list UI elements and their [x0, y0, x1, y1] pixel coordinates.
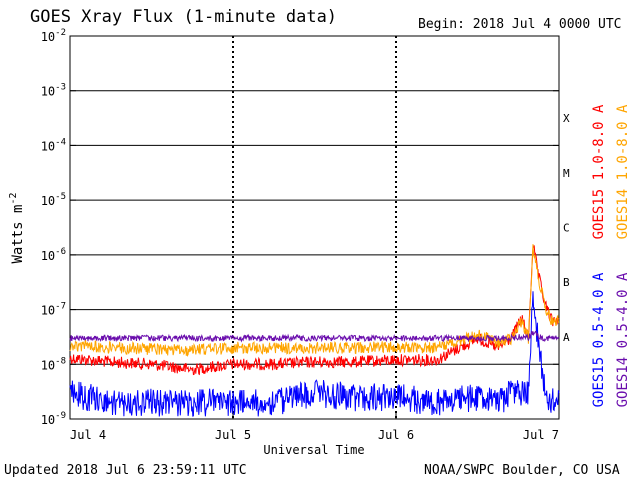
series-line-2: [69, 244, 560, 357]
updated-label: Updated 2018 Jul 6 23:59:11 UTC: [4, 463, 247, 478]
credit-label: NOAA/SWPC Boulder, CO USA: [424, 463, 620, 478]
flare-class-label: M: [563, 167, 570, 180]
y-axis-label: Watts m-2: [8, 192, 26, 263]
y-tick-label: 10-3: [41, 83, 66, 99]
legend: GOES15 1.0-8.0 A GOES14 1.0-8.0 A GOES15 0…: [591, 104, 631, 407]
svg-text:Watts m-2: Watts m-2: [8, 192, 26, 263]
x-tick-label: Jul 5: [215, 428, 251, 442]
plot-frame: [69, 35, 560, 420]
x-tick-label: Jul 7: [523, 428, 559, 442]
y-axis-label-sup: -2: [8, 192, 19, 204]
series-line-1: [69, 245, 560, 376]
x-tick-label: Jul 6: [378, 428, 414, 442]
y-tick-label: 10-8: [41, 356, 66, 372]
x-tick-label: Jul 4: [70, 428, 106, 442]
y-tick-label: 10-7: [41, 302, 66, 318]
legend-entry: GOES14 1.0-8.0 A: [615, 104, 631, 239]
day-dividers: [232, 36, 397, 419]
y-tick-label: 10-6: [41, 247, 66, 263]
series-lines: [69, 244, 560, 417]
y-tick-label: 10-5: [41, 192, 66, 208]
flare-class-label: X: [563, 112, 570, 125]
series-line-4: [69, 330, 560, 343]
begin-label: Begin: 2018 Jul 4 0000 UTC: [418, 17, 622, 32]
flare-class-label: B: [563, 276, 570, 289]
y-tick-label: 10-9: [41, 411, 66, 427]
grid-lines: [70, 90, 559, 365]
legend-entry: GOES15 1.0-8.0 A: [591, 104, 607, 239]
y-tick-label: 10-4: [41, 137, 66, 153]
y-tick-label: 10-2: [41, 28, 66, 44]
x-axis-label: Universal Time: [263, 443, 364, 457]
y-axis-ticks: 10-9 10-8 10-7 10-6 10-5 10-4 10-3 10-2: [41, 28, 559, 427]
legend-entry: GOES15 0.5-4.0 A: [591, 272, 607, 407]
x-axis-ticks: Jul 4 Jul 5 Jul 6 Jul 7: [69, 413, 560, 442]
y-axis-label-text: Watts m: [10, 205, 26, 264]
flare-class-label: C: [563, 222, 570, 235]
chart-title: GOES Xray Flux (1-minute data): [30, 7, 337, 27]
legend-entry: GOES14 0.5-4.0 A: [615, 272, 631, 407]
flare-class-label: A: [563, 331, 570, 344]
series-line-3: [69, 291, 560, 417]
flare-class-labels: A B C M X: [563, 112, 570, 344]
